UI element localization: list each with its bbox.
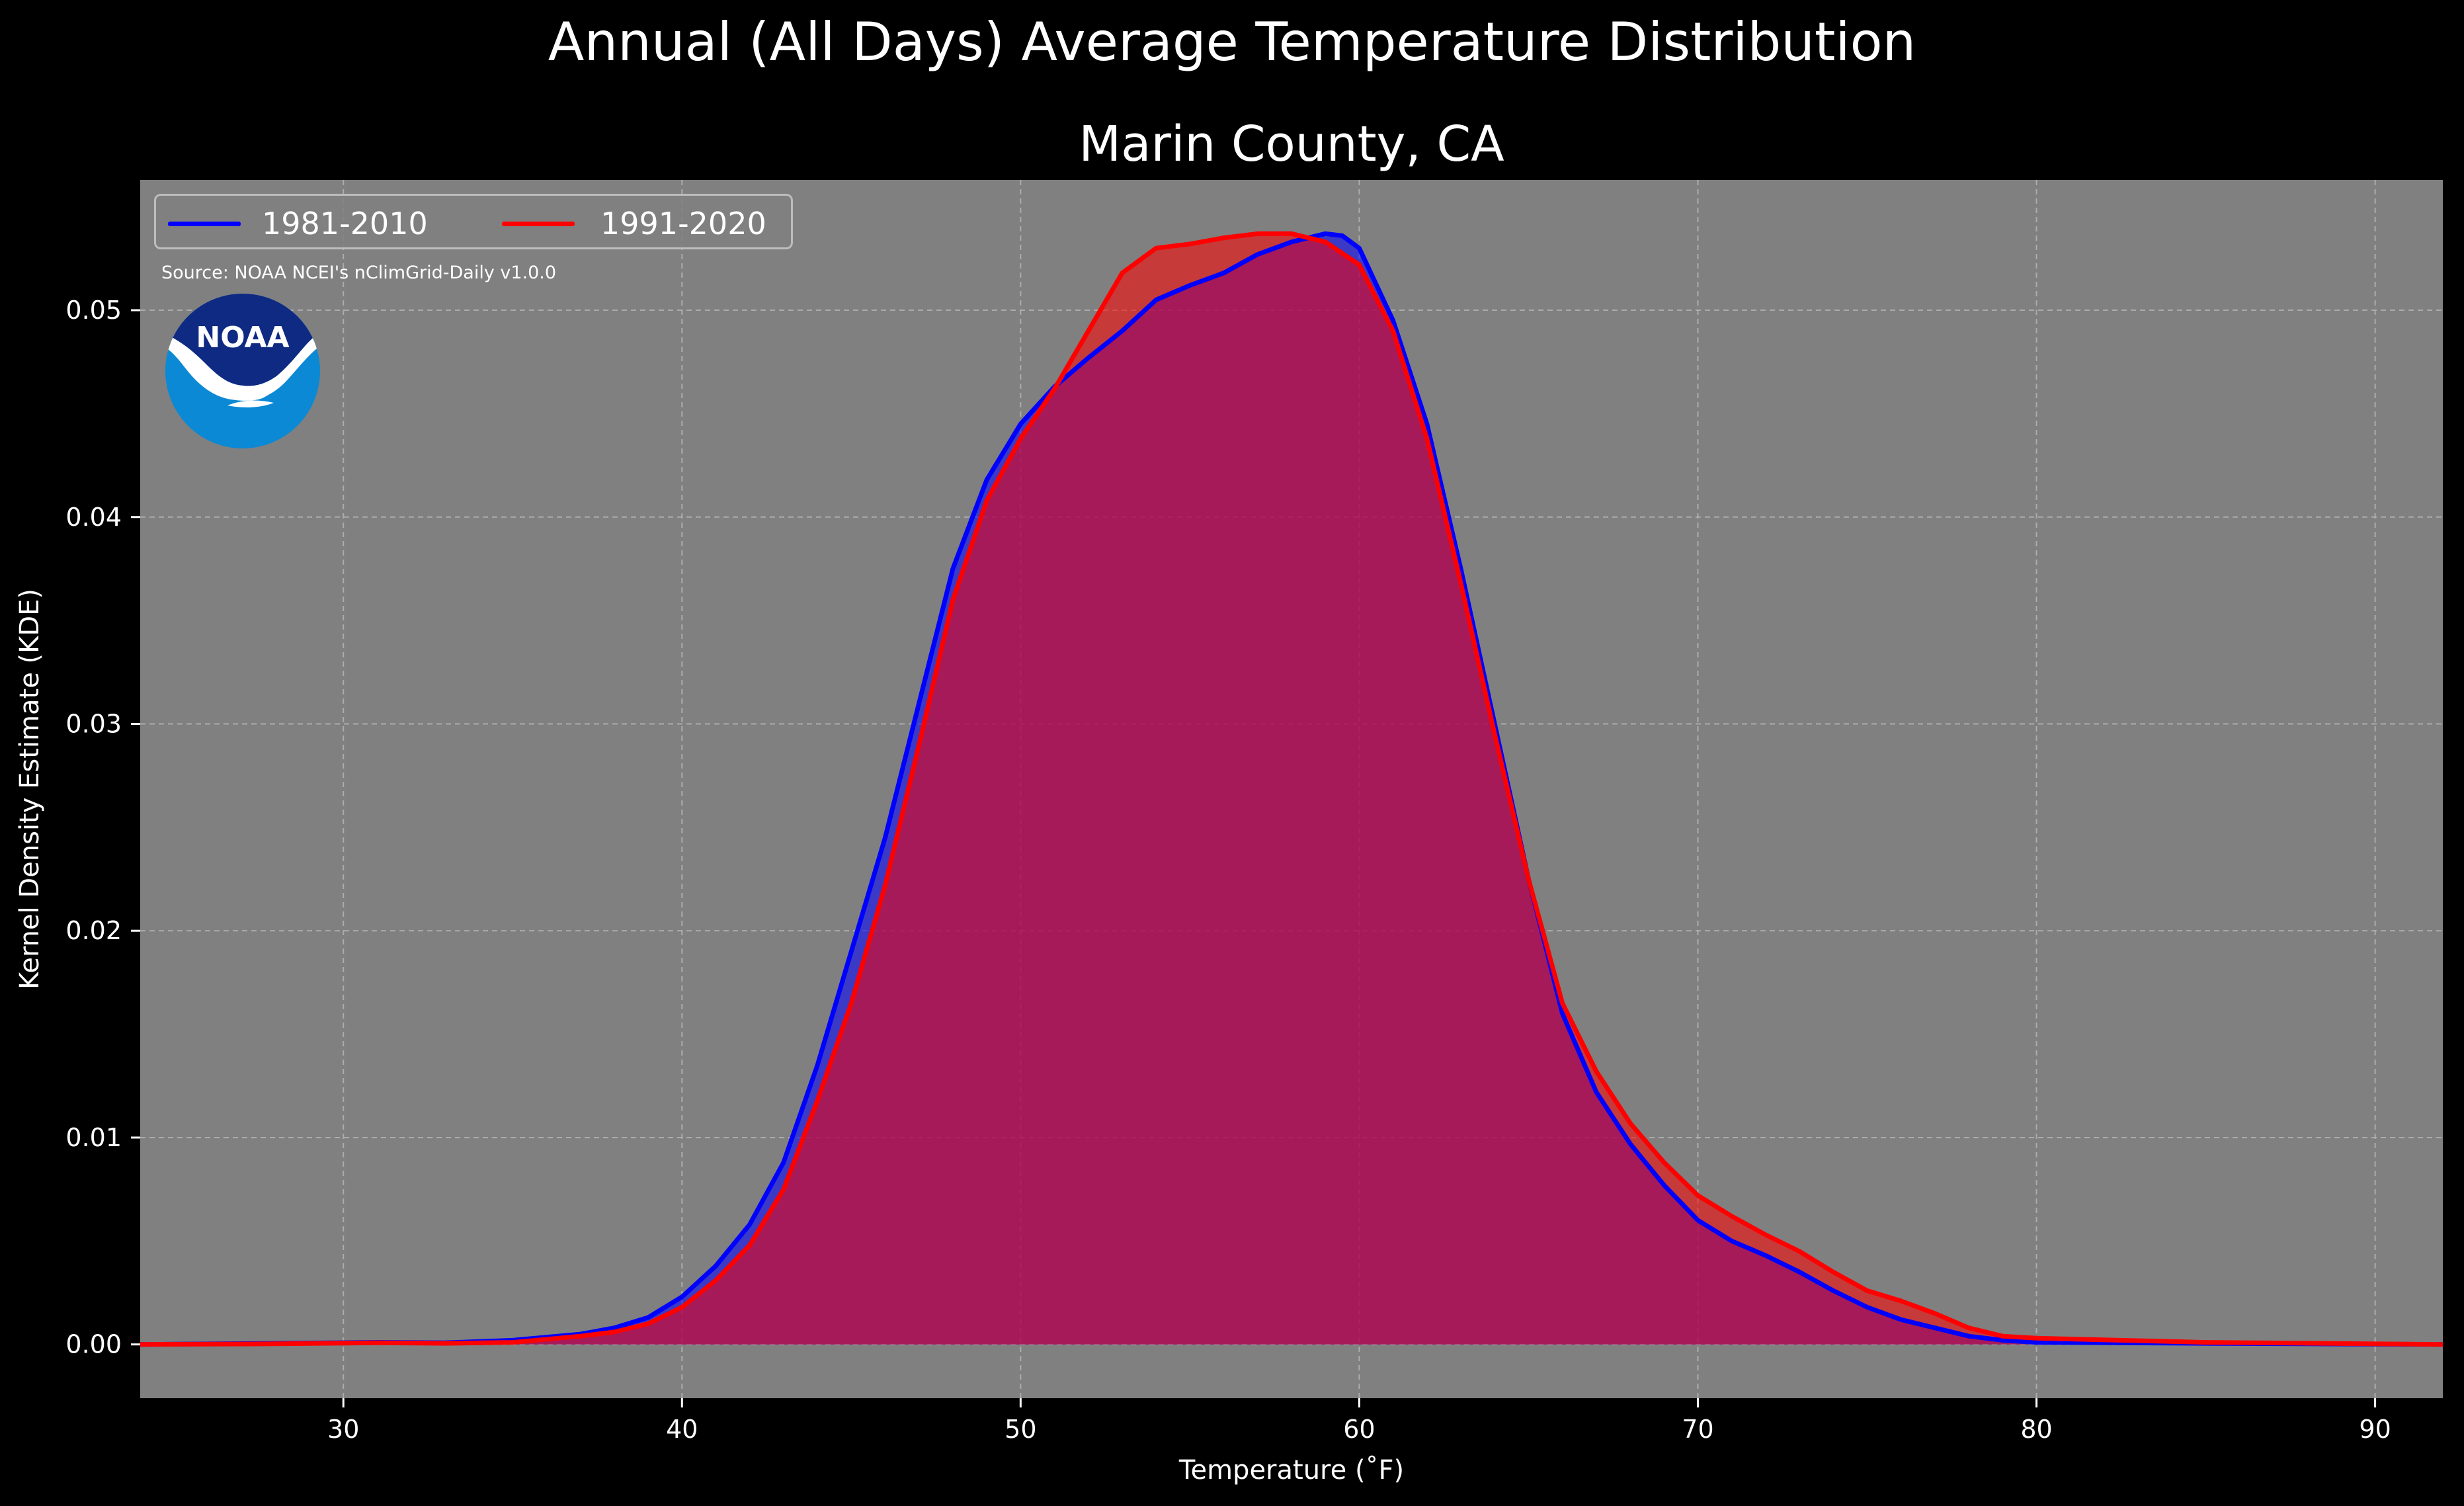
source-note: Source: NOAA NCEI's nClimGrid-Daily v1.0…: [161, 263, 557, 283]
series-areas: [140, 233, 2443, 1345]
x-axis-label: Temperature (˚F): [1178, 1455, 1404, 1485]
noaa-logo: NOAA: [165, 294, 320, 448]
y-axis-label: Kernel Density Estimate (KDE): [15, 589, 45, 989]
legend-label-1991-2020: 1991-2020: [600, 206, 766, 241]
line-1991-2020: [140, 231, 2443, 1347]
axis-ticks: 30 40 50 60 70 80 90 0.00 0.01 0.02 0.03 0.04 0.05: [65, 296, 2391, 1444]
line-1981-2010: [140, 231, 2443, 1347]
y-tick-label: 0.04: [65, 503, 122, 532]
legend-swatch-1981-2010: [168, 222, 241, 226]
legend-label-1981-2010: 1981-2010: [262, 206, 428, 241]
y-tick-label: 0.01: [65, 1123, 122, 1152]
series-lines: [140, 231, 2443, 1347]
y-tick-label: 0.00: [65, 1330, 122, 1359]
legend-swatch-1991-2020: [502, 222, 575, 226]
legend: 1981-2010 1991-2020: [154, 194, 793, 249]
x-tick-label: 80: [2020, 1415, 2052, 1444]
x-tick-label: 30: [327, 1415, 359, 1444]
y-tick-label: 0.03: [65, 709, 122, 738]
area-1991-2020: [140, 233, 2443, 1345]
y-tick-label: 0.05: [65, 296, 122, 325]
x-tick-label: 70: [1682, 1415, 1713, 1444]
chart-title: Marin County, CA: [1079, 116, 1504, 173]
y-tick-label: 0.02: [65, 916, 122, 945]
x-tick-label: 50: [1005, 1415, 1036, 1444]
figure-suptitle: Annual (All Days) Average Temperature Di…: [548, 11, 1916, 73]
x-tick-label: 90: [2359, 1415, 2391, 1444]
x-tick-label: 60: [1343, 1415, 1375, 1444]
x-tick-label: 40: [666, 1415, 698, 1444]
logo-text: NOAA: [196, 321, 289, 355]
